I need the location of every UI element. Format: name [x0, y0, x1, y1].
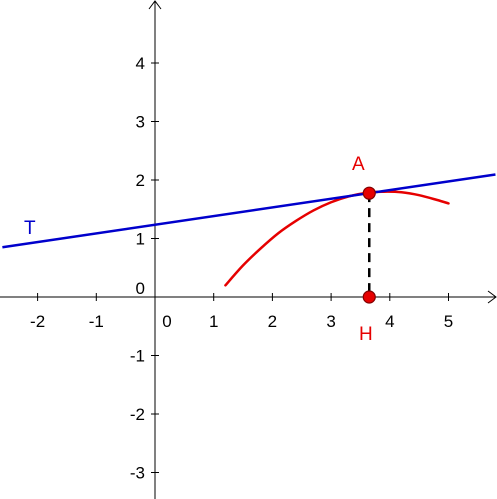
x-tick-label: 5 [444, 312, 453, 331]
tangent-label-t: T [24, 218, 36, 239]
point-h-label: H [359, 324, 373, 345]
x-tick-label: -2 [30, 312, 45, 331]
x-tick-label: 0 [162, 312, 171, 331]
y-tick-label: -3 [130, 464, 145, 483]
plot-content: T A H [2, 154, 496, 345]
x-axis-arrow [487, 290, 497, 304]
y-ticks: 4 3 2 1 0 -1 -2 -3 [130, 54, 159, 483]
x-tick-label: 4 [385, 312, 394, 331]
x-ticks: -2 -1 0 1 2 3 4 5 [30, 293, 453, 331]
point-a-label: A [352, 154, 365, 175]
y-tick-label: 0 [136, 279, 145, 298]
function-curve [224, 190, 450, 287]
x-tick-label: 2 [268, 312, 277, 331]
x-tick-label: 3 [326, 312, 335, 331]
tangent-line-t [2, 173, 496, 249]
y-tick-label: 1 [136, 230, 145, 249]
y-axis-arrow [148, 0, 162, 10]
point-a[interactable] [362, 186, 376, 200]
y-tick-label: -2 [130, 405, 145, 424]
y-tick-label: 4 [136, 54, 145, 73]
y-tick-label: -1 [130, 347, 145, 366]
point-h[interactable] [362, 290, 376, 304]
x-tick-label: 1 [209, 312, 218, 331]
y-tick-label: 2 [136, 171, 145, 190]
x-tick-label: -1 [89, 312, 104, 331]
y-tick-label: 3 [136, 113, 145, 132]
